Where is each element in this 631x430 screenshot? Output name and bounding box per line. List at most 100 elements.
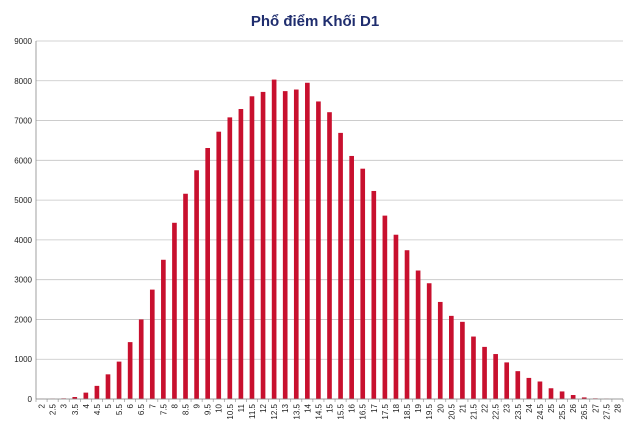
bar: [471, 336, 476, 399]
x-tick-label: 6: [126, 403, 135, 408]
x-tick-label: 9.5: [204, 403, 213, 415]
x-tick-label: 20.5: [447, 403, 456, 419]
x-tick-label: 12.5: [270, 403, 279, 419]
bar: [493, 354, 498, 399]
x-axis: 2 2.5 3 3.5 4 4.5 5 5.5 6 6.5 7 7.5 8 8.5 9 9.5 10 10.5 11…: [35, 398, 624, 420]
bar: [316, 101, 321, 399]
x-tick-label: 20: [436, 403, 445, 412]
x-tick-label: 27: [591, 403, 600, 412]
x-tick-label: 21.5: [469, 403, 478, 419]
x-tick-label: 5: [104, 403, 113, 408]
y-tick-label: 3000: [14, 276, 32, 285]
bar: [116, 361, 122, 399]
x-tick-label: 4.5: [93, 403, 102, 415]
bar: [526, 377, 532, 399]
bar: [260, 91, 266, 399]
y-tick-label: 7000: [14, 117, 32, 126]
x-tick-label: 16: [348, 403, 357, 412]
x-tick-label: 13.5: [292, 403, 301, 419]
x-tick-label: 3.5: [71, 403, 80, 415]
x-tick-label: 16.5: [359, 403, 368, 419]
bar: [216, 131, 222, 399]
x-tick-label: 18.5: [403, 403, 412, 419]
bar: [227, 117, 233, 399]
x-tick-label: 5.5: [115, 403, 124, 415]
y-tick-label: 1000: [14, 355, 32, 364]
x-tick-label: 14.5: [314, 403, 323, 419]
bar: [194, 170, 199, 399]
bar: [161, 259, 166, 399]
bar: [282, 91, 288, 400]
x-tick-label: 21: [458, 403, 467, 412]
bar: [449, 315, 454, 399]
bar: [105, 374, 111, 399]
bar: [249, 96, 255, 400]
x-tick-label: 4: [82, 403, 91, 408]
x-tick-label: 10: [215, 403, 224, 412]
bar: [437, 301, 443, 399]
bar: [581, 397, 587, 399]
x-tick-label: 22.5: [492, 403, 501, 419]
x-tick-label: 11.5: [248, 403, 257, 419]
bar: [570, 395, 576, 399]
chart-title: Phổ điểm Khối D1: [251, 13, 379, 30]
bar: [238, 109, 244, 400]
bar: [504, 362, 510, 399]
x-tick-label: 28: [613, 403, 622, 412]
x-tick-label: 27.5: [602, 403, 611, 419]
x-tick-label: 23.5: [514, 403, 523, 419]
x-tick-label: 22: [481, 403, 490, 412]
bar: [305, 82, 310, 400]
bar: [72, 397, 78, 399]
bar: [83, 392, 89, 399]
bar: [338, 132, 343, 400]
bar: [172, 222, 177, 399]
x-tick-label: 24: [525, 403, 534, 412]
y-tick-label: 2000: [14, 315, 32, 324]
y-tick-label: 8000: [14, 77, 32, 86]
bar: [138, 319, 144, 399]
bar: [460, 321, 465, 399]
x-tick-label: 26.5: [580, 403, 589, 419]
y-tick-label: 5000: [14, 196, 32, 205]
bar: [415, 270, 421, 399]
x-tick-label: 6.5: [137, 403, 146, 415]
x-tick-label: 17: [370, 403, 379, 412]
y-axis: 0 1000 2000 3000 4000 5000 6000 7000 8000 9000: [14, 37, 37, 404]
bars: [39, 79, 609, 400]
x-tick-label: 2.5: [49, 403, 58, 415]
bar: [360, 168, 366, 399]
x-tick-label: 19.5: [425, 403, 434, 419]
bar: [548, 388, 554, 399]
bar: [94, 385, 100, 399]
x-tick-label: 7.5: [159, 403, 168, 415]
bar: [327, 112, 332, 400]
x-tick-label: 8.5: [182, 403, 191, 415]
bar: [183, 193, 188, 399]
bar: [349, 155, 354, 399]
bar: [293, 89, 299, 399]
x-tick-label: 13: [281, 403, 290, 412]
x-tick-label: 15: [326, 403, 335, 412]
bar: [537, 381, 543, 399]
bar: [482, 346, 487, 399]
y-tick-label: 6000: [14, 156, 32, 165]
x-tick-label: 10.5: [226, 403, 235, 419]
y-tick-label: 9000: [14, 37, 32, 46]
bar: [205, 148, 210, 399]
bar: [393, 234, 399, 399]
bar: [559, 391, 565, 399]
x-tick-label: 14: [303, 403, 312, 412]
bar: [371, 190, 377, 399]
bar: [271, 79, 277, 399]
bar: [515, 371, 521, 399]
x-tick-label: 26: [569, 403, 578, 412]
x-tick-label: 7: [148, 403, 157, 408]
x-tick-label: 17.5: [381, 403, 390, 419]
x-tick-label: 2: [38, 403, 47, 408]
x-tick-label: 19: [414, 403, 423, 412]
x-tick-label: 8: [170, 403, 179, 408]
x-tick-label: 18: [392, 403, 401, 412]
y-tick-label: 4000: [14, 236, 32, 245]
